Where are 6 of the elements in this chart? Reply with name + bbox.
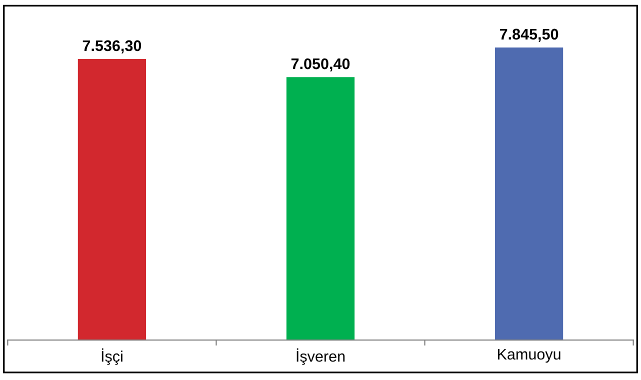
x-tick-label: İşveren — [296, 348, 345, 365]
data-label: 7.050,40 — [291, 58, 350, 72]
x-tick-label: Kamuoyu — [498, 348, 560, 363]
x-tick-label: İşçi — [102, 348, 122, 365]
data-label: 7.845,50 — [500, 28, 558, 42]
data-label: 7.536,30 — [82, 40, 142, 54]
